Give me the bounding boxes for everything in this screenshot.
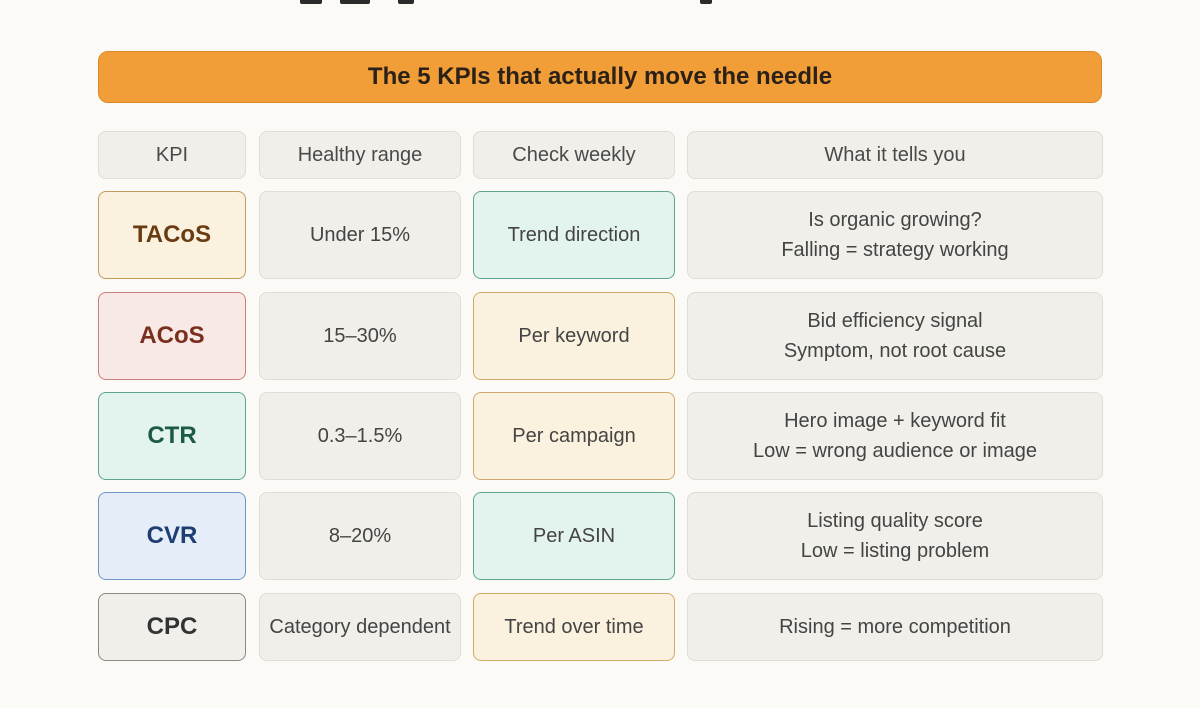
meaning-line: Low = listing problem: [800, 540, 990, 562]
range-cpc: Category dependent: [259, 593, 461, 661]
meaning-acos: Bid efficiency signal Symptom, not root …: [687, 292, 1103, 380]
meaning-line: Falling = strategy working: [781, 239, 1009, 261]
range-cvr: 8–20%: [259, 492, 461, 580]
kpi-cpc: CPC: [98, 593, 246, 661]
check-cpc: Trend over time: [473, 593, 675, 661]
header-what-it-tells-you: What it tells you: [687, 131, 1103, 179]
range-tacos: Under 15%: [259, 191, 461, 279]
meaning-line: Low = wrong audience or image: [752, 440, 1038, 462]
meaning-line: Hero image + keyword fit: [784, 410, 1006, 432]
meaning-line: Symptom, not root cause: [783, 340, 1007, 362]
check-tacos: Trend direction: [473, 191, 675, 279]
cropped-text-remnant: [0, 0, 1200, 6]
kpi-tacos: TACoS: [98, 191, 246, 279]
meaning-ctr: Hero image + keyword fit Low = wrong aud…: [687, 392, 1103, 480]
title-banner: The 5 KPIs that actually move the needle: [98, 51, 1102, 103]
meaning-line: Bid efficiency signal: [807, 310, 983, 332]
header-kpi: KPI: [98, 131, 246, 179]
meaning-cvr: Listing quality score Low = listing prob…: [687, 492, 1103, 580]
meaning-line: Is organic growing?: [808, 209, 982, 231]
header-healthy-range: Healthy range: [259, 131, 461, 179]
header-check-weekly: Check weekly: [473, 131, 675, 179]
kpi-acos: ACoS: [98, 292, 246, 380]
check-acos: Per keyword: [473, 292, 675, 380]
check-cvr: Per ASIN: [473, 492, 675, 580]
check-ctr: Per campaign: [473, 392, 675, 480]
meaning-line: Listing quality score: [807, 510, 983, 532]
kpi-ctr: CTR: [98, 392, 246, 480]
meaning-cpc: Rising = more competition: [687, 593, 1103, 661]
meaning-tacos: Is organic growing? Falling = strategy w…: [687, 191, 1103, 279]
kpi-cvr: CVR: [98, 492, 246, 580]
range-acos: 15–30%: [259, 292, 461, 380]
range-ctr: 0.3–1.5%: [259, 392, 461, 480]
